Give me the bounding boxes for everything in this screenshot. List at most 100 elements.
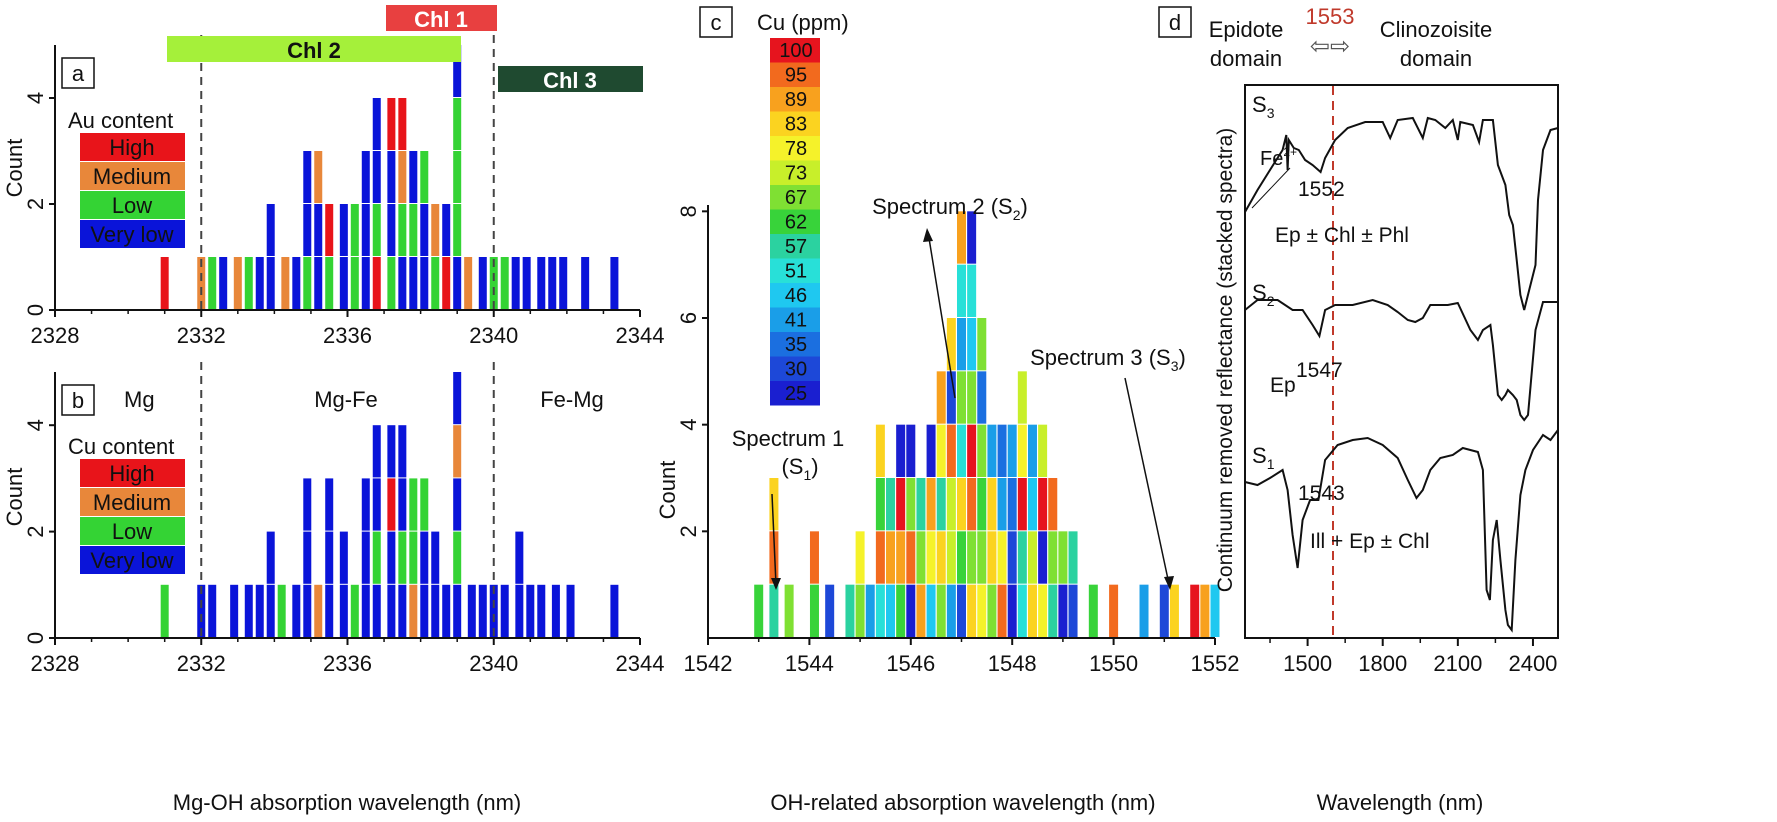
bar-segment	[936, 478, 946, 531]
x-tick-label: 2344	[616, 323, 665, 348]
bar-segment	[809, 531, 819, 584]
bar-segment-high	[325, 204, 334, 256]
bar-segment-very_low	[372, 478, 381, 531]
bar-segment-very_low	[420, 257, 429, 309]
bar-segment-very_low	[266, 257, 275, 309]
chl2-label: Chl 2	[287, 38, 341, 63]
panel-b-legend: High Medium Low Very low	[80, 459, 185, 574]
panel-b-y-ticks: 0 2 4	[23, 419, 55, 644]
bar-segment	[987, 424, 997, 477]
bar-segment-low	[409, 204, 418, 256]
bar-segment-low	[500, 257, 509, 309]
colorbar-cell	[770, 111, 820, 136]
bar-segment	[967, 264, 977, 317]
colorbar-cell	[770, 283, 820, 308]
bar-segment-medium	[314, 151, 323, 203]
bar-segment	[987, 584, 997, 637]
bar-segment-very_low	[219, 257, 228, 309]
bar-segment	[987, 531, 997, 584]
bar-segment-very_low	[255, 257, 264, 309]
bar-segment-very_low	[361, 584, 370, 637]
x-tick-label: 2336	[323, 651, 372, 676]
bar-segment	[875, 531, 885, 584]
bar-segment-low	[325, 257, 334, 309]
bar-segment	[896, 424, 906, 477]
panel-c-x-label: OH-related absorption wavelength (nm)	[770, 790, 1155, 815]
bar-segment-very_low	[303, 584, 312, 637]
colorbar-label: 35	[785, 334, 807, 356]
bar-segment	[1027, 531, 1037, 584]
legend-swatch-medium	[80, 162, 185, 190]
bar-segment-very_low	[387, 204, 396, 256]
colorbar-cell	[770, 185, 820, 210]
colorbar-cell	[770, 87, 820, 112]
bar-segment	[896, 584, 906, 637]
bar-segment	[1007, 424, 1017, 477]
x-tick-label: 2336	[323, 323, 372, 348]
bar-segment	[906, 424, 916, 477]
bar-segment	[957, 318, 966, 371]
bar-segment-very_low	[314, 257, 323, 309]
legend-swatch-low	[80, 191, 185, 219]
panel-b-bars	[160, 362, 619, 638]
bar-segment	[987, 478, 997, 531]
colorbar-label: 41	[785, 310, 807, 332]
bar-segment	[946, 424, 956, 477]
bar-segment-very_low	[303, 204, 312, 256]
bar-segment-very_low	[442, 584, 451, 637]
bar-segment-very_low	[442, 204, 451, 256]
colorbar-cell	[770, 136, 820, 161]
x-tick-label: 2340	[469, 651, 518, 676]
spectrum-s2	[1244, 298, 1558, 422]
bar-segment-very_low	[325, 584, 334, 637]
colorbar-label: 73	[785, 163, 807, 185]
bar-segment	[865, 584, 875, 637]
x-tick-label: 2332	[177, 323, 226, 348]
bar-segment-high	[160, 257, 169, 309]
bar-segment	[896, 478, 906, 531]
annotation-arrowhead-3	[1164, 576, 1174, 590]
bar-segment-very_low	[292, 584, 301, 637]
fe2-pointer	[1251, 167, 1291, 209]
bar-segment	[1190, 584, 1200, 637]
bar-segment-very_low	[387, 425, 396, 478]
bar-segment-low	[409, 478, 418, 531]
bar-segment-low	[303, 257, 312, 309]
region-fe-mg: Fe-Mg	[540, 387, 604, 412]
bar-segment	[886, 478, 896, 531]
bar-segment	[967, 211, 977, 264]
x-tick-label: 2328	[31, 651, 80, 676]
bar-segment	[1058, 584, 1068, 637]
bar-segment	[926, 424, 936, 477]
bar-segment	[1048, 584, 1058, 637]
bar-segment	[784, 584, 794, 637]
fe2-label: Fe2+	[1260, 145, 1297, 170]
x-tick-label: 2400	[1508, 651, 1557, 676]
bar-segment-very_low	[361, 478, 370, 531]
bar-segment	[967, 531, 977, 584]
bar-segment-very_low	[339, 584, 348, 637]
bar-segment-very_low	[453, 478, 462, 531]
bar-segment	[1027, 478, 1037, 531]
annotation-spectrum-1-sub: (S1)	[781, 454, 818, 483]
bar-segment-very_low	[453, 257, 462, 309]
bar-segment-high	[398, 98, 407, 150]
bar-segment	[957, 371, 966, 424]
bar-segment	[1068, 531, 1078, 584]
bar-segment-very_low	[325, 478, 334, 531]
bar-segment-very_low	[489, 584, 498, 637]
y-tick-label: 2	[23, 198, 48, 210]
bar-segment	[1017, 424, 1027, 477]
spectrum-s3-label: S3	[1252, 92, 1275, 121]
bar-segment	[957, 424, 966, 477]
bar-segment-medium	[197, 257, 206, 309]
bar-segment	[957, 584, 966, 637]
bar-segment-very_low	[420, 531, 429, 584]
domain-arrows-icon: ⇦⇨	[1310, 33, 1350, 60]
bar-segment	[977, 318, 987, 371]
bar-segment-medium	[431, 204, 440, 256]
bar-segment-very_low	[515, 531, 524, 584]
bar-segment	[1048, 478, 1058, 531]
bar-segment-very_low	[515, 584, 524, 637]
